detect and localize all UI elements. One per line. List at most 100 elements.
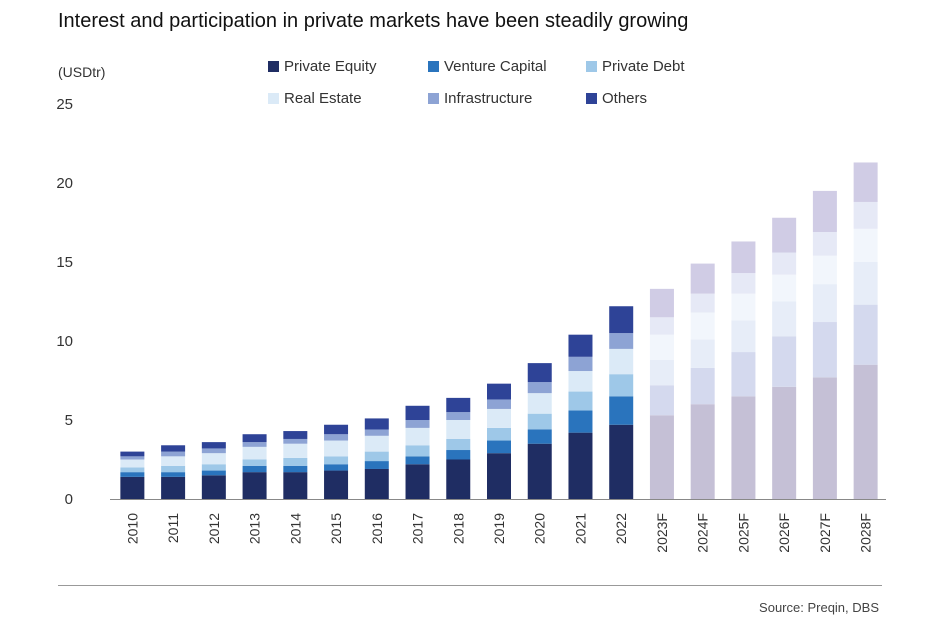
- bar-segment-private-debt: [650, 360, 674, 385]
- bar-segment-others: [813, 191, 837, 232]
- bar-segment-venture-capital: [813, 322, 837, 377]
- bar-segment-others: [568, 335, 592, 357]
- bar-segment-real-estate: [283, 444, 307, 458]
- x-tick-label: 2025F: [735, 513, 751, 553]
- bar-segment-venture-capital: [528, 429, 552, 443]
- bar-segment-real-estate: [406, 428, 430, 445]
- bar-segment-others: [324, 425, 348, 434]
- bar-segment-private-equity: [650, 415, 674, 499]
- bar-segment-others: [120, 452, 144, 457]
- x-tick-label: 2017: [410, 513, 426, 544]
- x-tick-label: 2022: [613, 513, 629, 544]
- bar-segment-private-debt: [406, 445, 430, 456]
- bar-segment-real-estate: [528, 393, 552, 414]
- x-tick-label: 2026F: [776, 513, 792, 553]
- bar-segment-private-equity: [324, 471, 348, 499]
- bar-segment-others: [446, 398, 470, 412]
- bar-segment-private-equity: [854, 365, 878, 499]
- bar-segment-venture-capital: [161, 472, 185, 477]
- bar-segment-infrastructure: [406, 420, 430, 428]
- bar-segment-private-equity: [487, 453, 511, 499]
- bar-segment-real-estate: [691, 313, 715, 340]
- bar-segment-real-estate: [243, 447, 267, 460]
- bar-segment-real-estate: [731, 294, 755, 321]
- bar-segment-venture-capital: [243, 466, 267, 472]
- bar-segment-venture-capital: [609, 396, 633, 424]
- bar-segment-venture-capital: [691, 368, 715, 404]
- bar-segment-venture-capital: [487, 441, 511, 454]
- bar-segment-infrastructure: [813, 232, 837, 256]
- divider-line: [58, 585, 882, 586]
- bar-segment-infrastructure: [243, 442, 267, 447]
- bar-segment-infrastructure: [161, 452, 185, 457]
- bar-segment-others: [772, 218, 796, 253]
- bar-segment-real-estate: [202, 453, 226, 464]
- bar-segment-real-estate: [487, 409, 511, 428]
- bar-segment-others: [691, 264, 715, 294]
- bar-segment-private-debt: [731, 320, 755, 352]
- bar-segment-private-debt: [446, 439, 470, 450]
- bar-segment-infrastructure: [691, 294, 715, 313]
- bar-segment-private-equity: [365, 469, 389, 499]
- bar-segment-infrastructure: [446, 412, 470, 420]
- bar-segment-private-equity: [161, 477, 185, 499]
- bar-segment-others: [731, 241, 755, 273]
- bar-segment-private-debt: [161, 466, 185, 472]
- bar-segment-private-equity: [731, 396, 755, 499]
- x-tick-label: 2011: [165, 513, 181, 543]
- bar-segment-venture-capital: [406, 456, 430, 464]
- x-tick-label: 2023F: [654, 513, 670, 553]
- bar-segment-infrastructure: [487, 399, 511, 408]
- x-tick-label: 2010: [124, 513, 140, 544]
- bar-segment-infrastructure: [283, 439, 307, 444]
- x-tick-label: 2013: [247, 513, 263, 544]
- bar-segment-real-estate: [813, 256, 837, 284]
- bar-segment-private-equity: [283, 472, 307, 499]
- bar-segment-private-equity: [406, 464, 430, 499]
- bar-segment-infrastructure: [731, 273, 755, 294]
- bar-segment-private-debt: [691, 339, 715, 367]
- bar-segment-venture-capital: [202, 471, 226, 476]
- bar-segment-private-debt: [813, 284, 837, 322]
- stacked-bar-chart: 05101520252010 2011 2012 2013 2014 2015 2016 20…: [0, 0, 936, 628]
- bar-segment-real-estate: [772, 275, 796, 302]
- bar-segment-real-estate: [609, 349, 633, 374]
- y-tick-label: 10: [56, 333, 73, 350]
- bar-segment-private-equity: [446, 460, 470, 500]
- bar-segment-venture-capital: [568, 411, 592, 433]
- bar-segment-real-estate: [161, 456, 185, 465]
- bar-segment-infrastructure: [854, 202, 878, 229]
- bar-segment-infrastructure: [324, 434, 348, 440]
- bar-segment-private-equity: [243, 472, 267, 499]
- bar-segment-infrastructure: [650, 317, 674, 334]
- y-tick-label: 0: [65, 491, 73, 508]
- y-tick-label: 5: [65, 412, 73, 429]
- bar-segment-venture-capital: [650, 385, 674, 415]
- bar-segment-infrastructure: [609, 333, 633, 349]
- bar-segment-venture-capital: [120, 472, 144, 477]
- x-tick-label: 2027F: [817, 513, 833, 553]
- x-tick-label: 2028F: [858, 513, 874, 553]
- bar-segment-venture-capital: [731, 352, 755, 396]
- bar-segment-others: [283, 431, 307, 439]
- bar-segment-others: [202, 442, 226, 448]
- bar-segment-private-equity: [568, 433, 592, 499]
- bar-segment-real-estate: [854, 229, 878, 262]
- bar-segment-real-estate: [120, 460, 144, 468]
- x-tick-label: 2012: [206, 513, 222, 544]
- bar-segment-private-debt: [609, 374, 633, 396]
- bar-segment-private-equity: [813, 377, 837, 499]
- bar-segment-venture-capital: [283, 466, 307, 472]
- bar-segment-private-debt: [568, 392, 592, 411]
- bar-segment-real-estate: [568, 371, 592, 392]
- bar-segment-private-equity: [528, 444, 552, 499]
- bar-segment-infrastructure: [772, 253, 796, 275]
- y-tick-label: 20: [56, 175, 73, 192]
- bar-segment-private-equity: [691, 404, 715, 499]
- bar-segment-infrastructure: [120, 456, 144, 459]
- bar-segment-others: [243, 434, 267, 442]
- bar-segment-others: [487, 384, 511, 400]
- bar-segment-private-debt: [528, 414, 552, 430]
- bar-segment-real-estate: [324, 441, 348, 457]
- bar-segment-private-debt: [324, 456, 348, 464]
